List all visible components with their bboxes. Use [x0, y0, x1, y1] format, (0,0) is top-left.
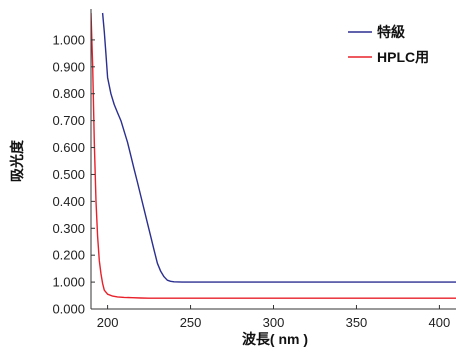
- y-axis-title: 吸光度: [9, 139, 25, 182]
- plot-area: [91, 12, 456, 299]
- y-tick-label: 0.800: [52, 86, 85, 101]
- x-axis-title: 波長( nm ): [242, 331, 308, 347]
- series-line-2: [91, 12, 456, 299]
- y-tick-label: 0.700: [52, 113, 85, 128]
- y-tick-label: 1.000: [52, 275, 85, 290]
- legend-label-1: 特級: [377, 24, 405, 40]
- y-tick-label: 1.000: [52, 32, 85, 47]
- series-line-1: [101, 12, 456, 283]
- x-tick-label: 200: [97, 315, 119, 330]
- legend-label-2: HPLC用: [377, 49, 429, 65]
- y-tick-label: 0.200: [52, 248, 85, 263]
- y-tick-label: 0.000: [52, 302, 85, 317]
- x-tick-label: 400: [429, 315, 451, 330]
- axes: 0.000 1.000 0.200 0.300 0.400 0.500 0.600 0.700…: [52, 9, 456, 330]
- legend: 特級 HPLC用: [348, 24, 429, 65]
- y-tick-label: 0.900: [52, 59, 85, 74]
- y-tick-label: 0.500: [52, 167, 85, 182]
- x-tick-label: 250: [180, 315, 202, 330]
- y-tick-label: 0.300: [52, 221, 85, 236]
- y-tick-label: 0.600: [52, 140, 85, 155]
- x-tick-label: 300: [263, 315, 285, 330]
- y-tick-label: 0.400: [52, 194, 85, 209]
- x-tick-label: 350: [346, 315, 368, 330]
